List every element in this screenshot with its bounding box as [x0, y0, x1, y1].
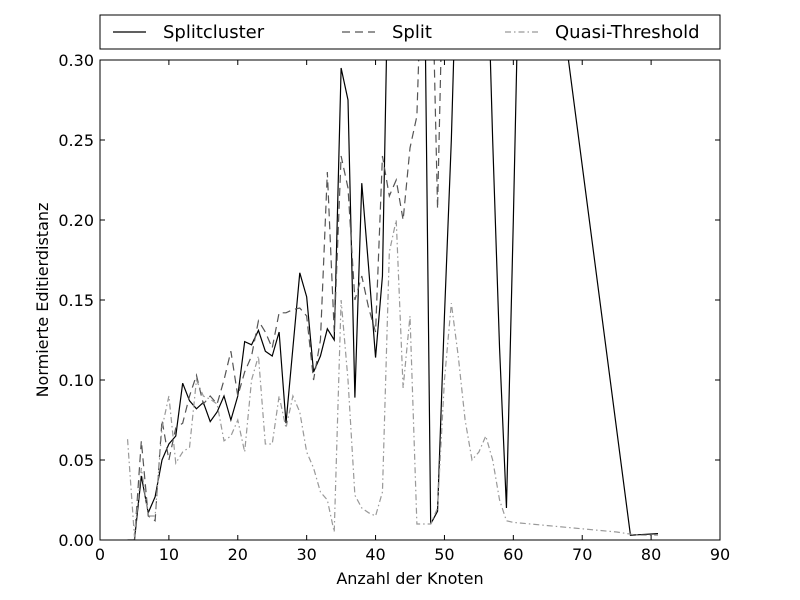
legend-label: Split	[392, 22, 432, 43]
y-tick-label: 0.30	[58, 51, 94, 70]
x-tick-label: 30	[296, 545, 316, 564]
y-tick-label: 0.20	[58, 211, 94, 230]
plot-lines	[126, 60, 659, 540]
legend-label: Splitcluster	[163, 22, 265, 43]
y-tick-label: 0.00	[58, 531, 94, 550]
series-line	[126, 219, 658, 537]
x-tick-label: 80	[641, 545, 661, 564]
x-tick-label: 20	[228, 545, 248, 564]
y-axis-label: Normierte Editierdistanz	[33, 203, 52, 398]
x-tick-label: 90	[710, 545, 730, 564]
y-tick-label: 0.10	[58, 371, 94, 390]
series-line	[133, 60, 442, 540]
x-axis-label: Anzahl der Knoten	[336, 569, 483, 588]
legend-label: Quasi-Threshold	[555, 22, 700, 43]
x-tick-label: 60	[503, 545, 523, 564]
y-tick-label: 0.25	[58, 131, 94, 150]
y-tick-label: 0.05	[58, 451, 94, 470]
legend-box	[99, 14, 721, 50]
x-tick-label: 40	[365, 545, 385, 564]
x-tick-label: 0	[95, 545, 105, 564]
x-tick-label: 10	[159, 545, 179, 564]
x-tick-label: 70	[572, 545, 592, 564]
y-tick-label: 0.15	[58, 291, 94, 310]
x-tick-label: 50	[434, 545, 454, 564]
